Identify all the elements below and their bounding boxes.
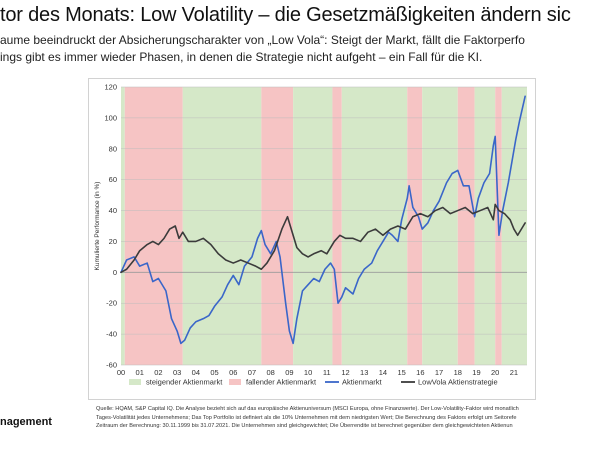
x-tick-label: 12 xyxy=(341,368,349,377)
subtitle-line-2: ings gibt es immer wieder Phasen, in den… xyxy=(0,50,483,64)
x-tick-label: 03 xyxy=(173,368,181,377)
x-tick-label: 07 xyxy=(248,368,256,377)
x-tick-label: 02 xyxy=(154,368,162,377)
regime-band-rising xyxy=(293,87,333,365)
regime-band-rising xyxy=(121,87,125,365)
regime-bands xyxy=(121,87,527,365)
legend: steigender Aktienmarkt fallender Aktienma… xyxy=(129,378,498,387)
regime-band-falling xyxy=(124,87,183,365)
x-tick-label: 20 xyxy=(491,368,499,377)
y-tick-label: -20 xyxy=(106,299,117,308)
page-title: tor des Monats: Low Volatility – die Ges… xyxy=(0,4,571,26)
page-subtitle: aume beeindruckt der Absicherungscharakt… xyxy=(0,32,600,66)
y-tick-label: 60 xyxy=(109,175,117,184)
y-tick-label: -40 xyxy=(106,330,117,339)
chart-frame: -60 -40 -20 0 20 40 60 80 100 120 00 01 02 03 04 05 06 0… xyxy=(88,78,536,400)
x-tick-label: 21 xyxy=(510,368,518,377)
grid-lines xyxy=(121,86,527,366)
x-tick-label: 14 xyxy=(379,368,387,377)
x-tick-label: 18 xyxy=(454,368,462,377)
y-tick-label: 80 xyxy=(109,144,117,153)
x-tick-label: 19 xyxy=(472,368,480,377)
series-lines xyxy=(120,95,526,345)
x-tick-label: 11 xyxy=(323,368,331,377)
x-tick-label: 15 xyxy=(397,368,405,377)
x-tick-labels: 00 01 02 03 04 05 06 07 08 09 10 11 12 13 14 15 16 17 18 19… xyxy=(117,368,518,377)
x-tick-label: 09 xyxy=(285,368,293,377)
x-tick-label: 01 xyxy=(136,368,144,377)
regime-band-falling xyxy=(332,87,342,365)
x-tick-label: 10 xyxy=(304,368,312,377)
legend-label-lowvola: LowVola Aktienstrategie xyxy=(418,378,498,387)
x-tick-label: 08 xyxy=(267,368,275,377)
regime-band-rising xyxy=(422,87,458,365)
y-axis-label: Kumulierte Performance (in %) xyxy=(94,182,101,271)
subtitle-line-1: aume beeindruckt der Absicherungscharakt… xyxy=(0,33,525,47)
legend-label-falling: fallender Aktienmarkt xyxy=(246,378,317,387)
x-tick-label: 05 xyxy=(210,368,218,377)
legend-label-rising: steigender Aktienmarkt xyxy=(146,378,223,387)
y-tick-label: 20 xyxy=(109,237,117,246)
x-tick-label: 04 xyxy=(192,368,200,377)
legend-label-market: Aktienmarkt xyxy=(342,378,383,387)
legend-swatch-rising xyxy=(129,379,141,385)
regime-band-rising xyxy=(182,87,262,365)
legend-swatch-falling xyxy=(229,379,241,385)
y-tick-label: 0 xyxy=(113,268,117,277)
regime-band-falling xyxy=(407,87,423,365)
x-tick-label: 06 xyxy=(229,368,237,377)
x-tick-label: 17 xyxy=(435,368,443,377)
regime-band-falling xyxy=(457,87,475,365)
y-tick-label: -60 xyxy=(106,361,117,370)
y-tick-labels: -60 -40 -20 0 20 40 60 80 100 120 xyxy=(104,83,117,370)
series-line-lowvola xyxy=(120,203,526,274)
x-tick-label: 00 xyxy=(117,368,125,377)
x-tick-label: 16 xyxy=(416,368,424,377)
footnote-line-2: Tages-Volatilität jedes Unternehmens; Da… xyxy=(96,414,517,421)
series-line-market xyxy=(120,95,526,345)
footnote-line-1: Quelle: HQAM, S&P Capital IQ. Die Analys… xyxy=(96,406,519,412)
brand-logo-text: nagement xyxy=(0,416,52,428)
source-footnote: Quelle: HQAM, S&P Capital IQ. Die Analys… xyxy=(96,405,600,431)
y-tick-label: 40 xyxy=(109,206,117,215)
x-tick-label: 13 xyxy=(360,368,368,377)
y-tick-label: 100 xyxy=(104,113,117,122)
y-tick-label: 120 xyxy=(104,83,117,92)
footnote-line-3: Zeitraum der Berechnung: 30.11.1999 bis … xyxy=(96,423,513,429)
regime-band-rising xyxy=(474,87,496,365)
